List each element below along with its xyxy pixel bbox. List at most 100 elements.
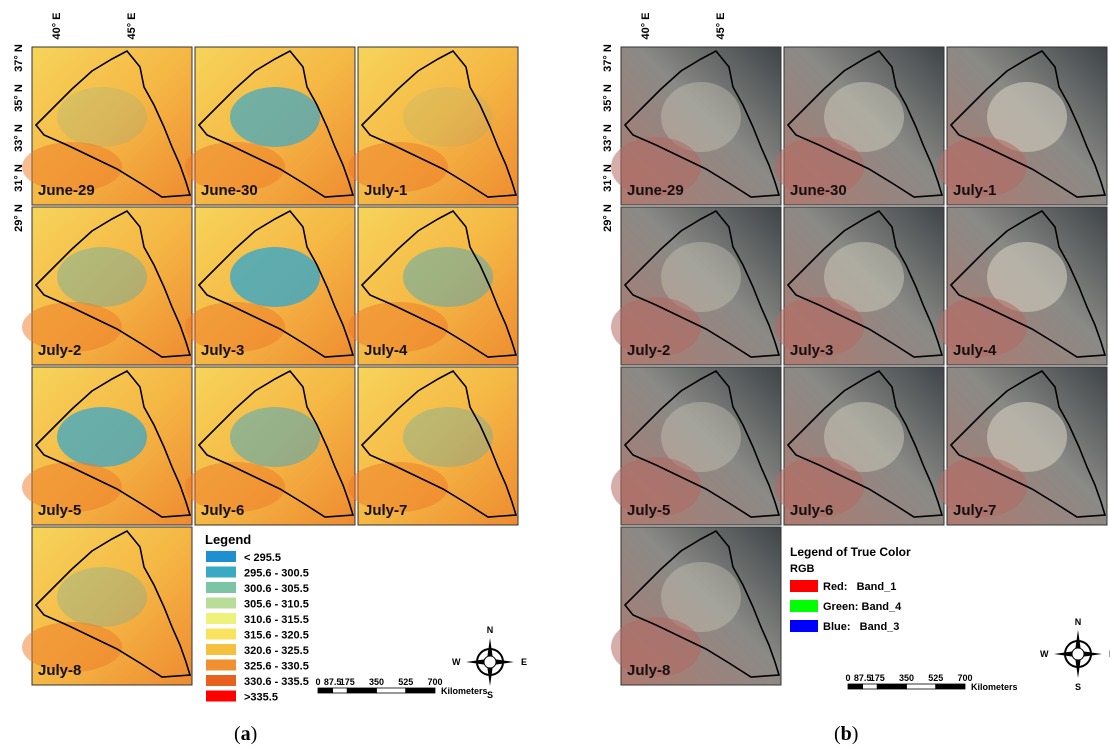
legend-label: >335.5	[244, 692, 278, 704]
legend-label: 300.6 - 305.5	[244, 583, 309, 595]
scale-segment	[377, 688, 406, 693]
legend-swatch	[206, 660, 236, 671]
date-label: July-8	[38, 662, 81, 679]
caption: (a)	[234, 723, 257, 745]
compass-n: N	[1075, 617, 1082, 627]
latitude-label: 29° N	[13, 204, 25, 232]
map-panel: July-6	[774, 367, 944, 525]
latitude-label: 35° N	[602, 84, 614, 112]
scale-unit: Kilometers	[971, 682, 1018, 692]
date-label: July-2	[38, 342, 81, 359]
scale-tick: 525	[398, 677, 413, 687]
date-label: July-2	[627, 342, 670, 359]
caption: (b)	[834, 723, 858, 745]
cool-area	[403, 247, 493, 307]
scale-tick: 175	[340, 677, 355, 687]
latitude-label: 29° N	[602, 204, 614, 232]
latitude-label: 37° N	[13, 44, 25, 72]
latitude-label: 31° N	[13, 164, 25, 192]
longitude-label: 45° E	[126, 12, 138, 39]
legend-swatch	[206, 644, 236, 655]
scale-tick: 0	[845, 673, 850, 683]
map-panel: July-4	[348, 207, 518, 365]
legend-swatch	[790, 580, 818, 592]
legend-swatch	[206, 691, 236, 702]
date-label: July-7	[364, 502, 407, 519]
latitude-label: 33° N	[602, 124, 614, 152]
date-label: July-1	[953, 182, 996, 199]
date-label: July-8	[627, 662, 670, 679]
legend-label: Green: Band_4	[823, 601, 902, 613]
compass-e: E	[521, 657, 527, 667]
compass-center	[484, 656, 496, 668]
latitude-label: 33° N	[13, 124, 25, 152]
map-panel: July-6	[185, 367, 355, 525]
date-label: June-29	[38, 182, 95, 199]
date-label: July-1	[364, 182, 407, 199]
latitude-label: 35° N	[13, 84, 25, 112]
compass-n: N	[487, 625, 494, 635]
legend-label: Red: Band_1	[823, 581, 896, 593]
scale-segment	[877, 684, 906, 689]
map-panel: July-5	[22, 367, 192, 525]
date-label: July-7	[953, 502, 996, 519]
legend-label: 320.6 - 325.5	[244, 645, 309, 657]
cool-area	[403, 87, 493, 147]
scale-tick: 0	[315, 677, 320, 687]
legend-title: Legend of True Color	[790, 545, 911, 559]
compass-s: S	[1075, 682, 1081, 692]
legend-label: 305.6 - 310.5	[244, 599, 309, 611]
cool-area	[403, 407, 493, 467]
legend-title: Legend	[205, 532, 251, 547]
date-label: June-30	[201, 182, 258, 199]
date-label: July-3	[201, 342, 244, 359]
longitude-label: 40° E	[640, 12, 652, 39]
scale-tick: 175	[870, 673, 885, 683]
map-panel: June-30	[185, 47, 355, 205]
scale-tick: 525	[928, 673, 943, 683]
map-panel: July-7	[937, 367, 1107, 525]
map-panel: July-3	[185, 207, 355, 365]
scale-segment	[936, 684, 965, 689]
map-panel: June-30	[774, 47, 944, 205]
legend-label: 315.6 - 320.5	[244, 630, 309, 642]
legend-label: 325.6 - 330.5	[244, 661, 309, 673]
date-label: June-30	[790, 182, 847, 199]
scale-segment	[406, 688, 435, 693]
scale-tick: 350	[899, 673, 914, 683]
cool-area	[230, 407, 320, 467]
compass-w: W	[452, 657, 461, 667]
date-label: July-4	[953, 342, 997, 359]
longitude-label: 45° E	[715, 12, 727, 39]
scale-segment	[318, 688, 333, 693]
legend-subtitle: RGB	[790, 563, 815, 575]
legend-label: 310.6 - 315.5	[244, 614, 309, 626]
legend-swatch	[206, 675, 236, 686]
scale-tick: 350	[369, 677, 384, 687]
latitude-label: 37° N	[602, 44, 614, 72]
figure: (a) (b) June-29 June-30 July-1 July-2 July-3…	[0, 0, 1110, 749]
cool-area	[230, 247, 320, 307]
map-panel: July-1	[348, 47, 518, 205]
date-label: July-5	[627, 502, 670, 519]
scale-segment	[863, 684, 878, 689]
date-label: June-29	[627, 182, 684, 199]
cool-area	[57, 567, 147, 627]
legend-label: Blue: Band_3	[823, 621, 899, 633]
compass-w: W	[1040, 649, 1049, 659]
map-panel: July-2	[611, 207, 781, 365]
cool-area	[57, 407, 147, 467]
legend-label: 295.6 - 300.5	[244, 568, 309, 580]
map-panel: June-29	[611, 47, 781, 205]
cool-area	[57, 87, 147, 147]
legend-swatch	[206, 551, 236, 562]
map-panel: July-8	[22, 527, 192, 685]
map-panel: July-3	[774, 207, 944, 365]
scale-segment	[848, 684, 863, 689]
longitude-label: 40° E	[51, 12, 63, 39]
map-panel: July-2	[22, 207, 192, 365]
legend-swatch	[206, 629, 236, 640]
legend-swatch	[790, 620, 818, 632]
scale-segment	[347, 688, 376, 693]
legend-swatch	[790, 600, 818, 612]
